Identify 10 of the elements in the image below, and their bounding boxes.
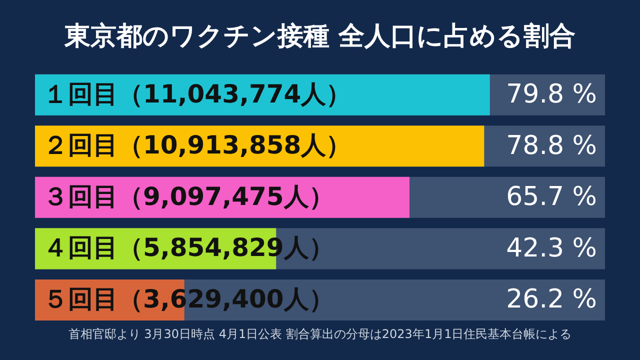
data-label: 78.8 % [506, 130, 597, 161]
data-label: 79.8 % [506, 80, 597, 110]
data-label: 42.3 % [506, 233, 597, 264]
text: 首相官邸より 3月30日時点 4月1日公表 割合算出の分母は2023年1月1日住民基本台帳による [68, 326, 572, 341]
data-label: 65.7 % [506, 182, 597, 212]
chart-title: 東京都のワクチン接種 全人口に占める割合 [63, 21, 576, 52]
y-tick-label: ３回目（9,097,475人） [43, 182, 334, 211]
y-tick-label: １回目（11,043,774人） [43, 79, 352, 108]
data-label: 26.2 % [506, 284, 597, 315]
y-tick-label: ２回目（10,913,858人） [43, 130, 352, 160]
